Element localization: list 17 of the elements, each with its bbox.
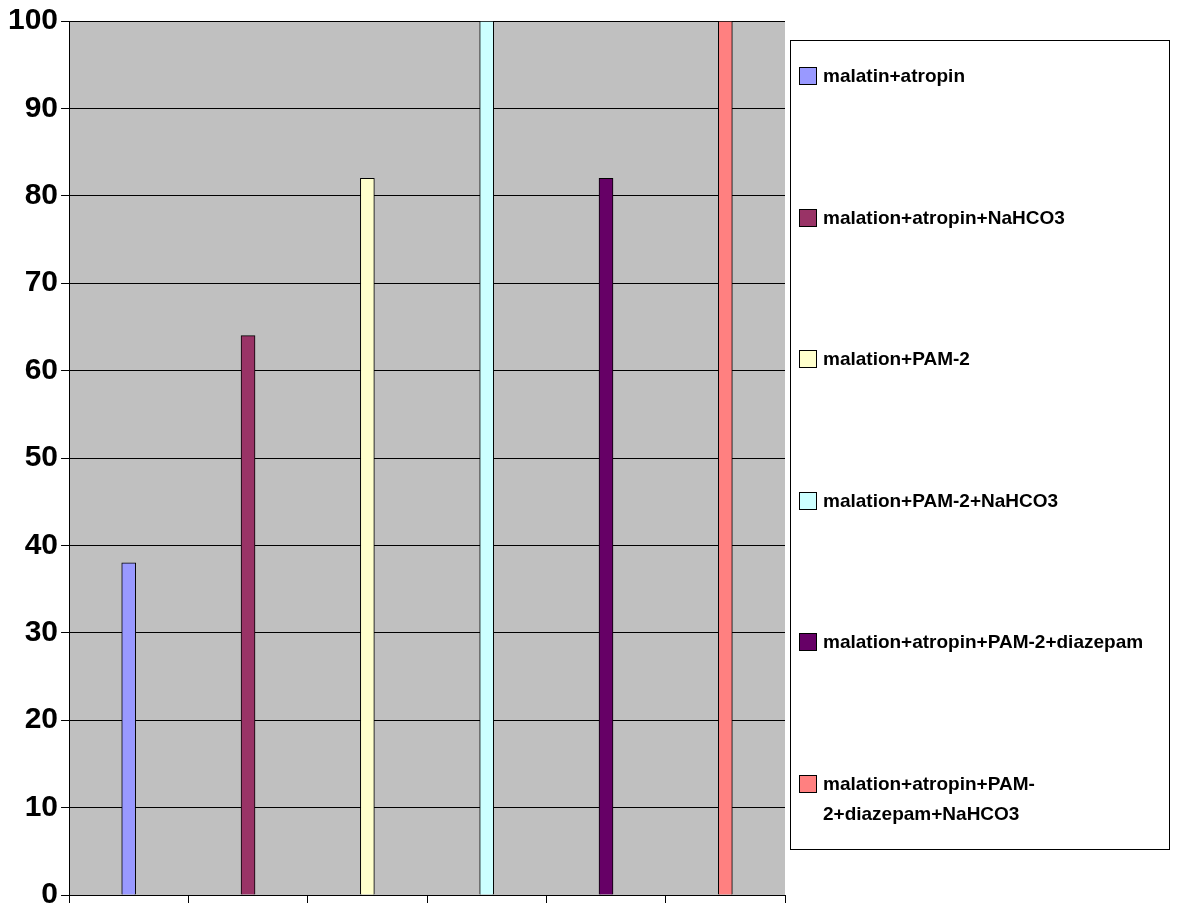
y-tick-label: 10: [24, 788, 59, 822]
y-tick-label: 80: [24, 177, 59, 211]
legend-label: malation+PAM-2: [823, 347, 970, 372]
y-tick-label: 70: [24, 264, 59, 298]
legend-label: malatin+atropin: [823, 64, 965, 88]
y-tick-label: 30: [24, 614, 59, 648]
legend-label: malation+atropin+NaHCO3: [823, 205, 1065, 230]
y-tick-label: 20: [24, 701, 59, 735]
legend-label: malation+atropin+PAM-2+diazepam+NaHCO3: [823, 771, 1036, 826]
y-tick-label: 60: [24, 351, 59, 385]
legend-label: malation+PAM-2+NaHCO3: [823, 488, 1059, 513]
y-tick-label: 0: [41, 876, 59, 910]
legend-label: malation+atropin+PAM-2+diazepam: [823, 630, 1144, 655]
y-tick-label: 50: [24, 439, 59, 473]
y-tick-label: 90: [24, 89, 59, 123]
y-tick-label: 40: [24, 526, 59, 560]
y-tick-label: 100: [7, 2, 59, 36]
